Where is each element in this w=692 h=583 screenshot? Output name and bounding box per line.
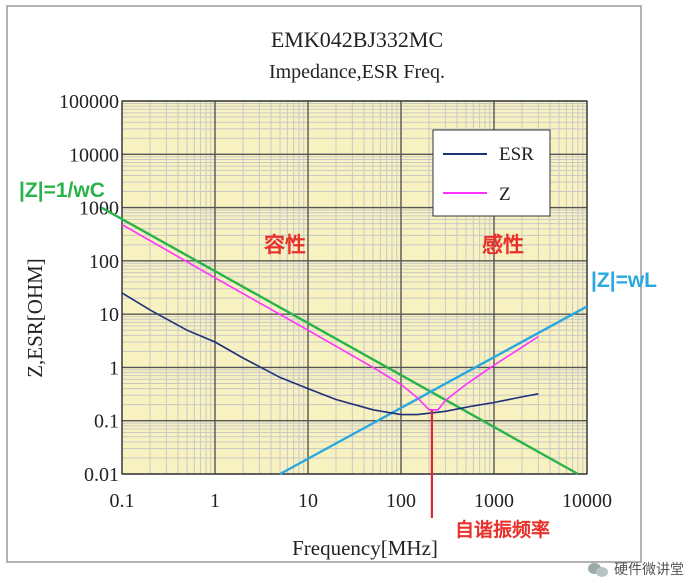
y-tick-label: 100000 xyxy=(59,91,119,113)
watermark: 硬件微讲堂 xyxy=(588,559,684,579)
y-tick-label: 1 xyxy=(109,357,119,379)
chart-title: EMK042BJ332MC xyxy=(271,27,443,52)
legend-z-label: Z xyxy=(499,184,511,205)
capacitive-region-label: 容性 xyxy=(264,233,306,257)
plot-border xyxy=(121,100,588,475)
x-tick-label: 1000 xyxy=(474,490,514,512)
wechat-icon xyxy=(588,561,610,577)
y-tick-labels: 0.01 0.1 1 10 100 1000 10000 100000 xyxy=(59,91,119,486)
x-tick-label: 100 xyxy=(386,490,416,512)
x-tick-label: 0.1 xyxy=(110,490,135,512)
y-tick-label: 10000 xyxy=(69,144,119,166)
y-axis-label: Z,ESR[OHM] xyxy=(23,258,47,378)
inductive-line-label: |Z|=wL xyxy=(591,269,657,292)
x-tick-label: 10000 xyxy=(562,490,612,512)
capacitive-line-label: |Z|=1/wC xyxy=(19,179,105,202)
y-tick-label: 0.1 xyxy=(94,411,119,433)
inductive-line xyxy=(279,305,588,476)
chart-subtitle: Impedance,ESR Freq. xyxy=(269,61,445,83)
watermark-text: 硬件微讲堂 xyxy=(614,562,684,578)
y-tick-label: 1000 xyxy=(79,198,119,220)
resonance-label: 自谐振频率 xyxy=(455,518,550,541)
z-series-line xyxy=(121,223,539,411)
y-tick-label: 0.01 xyxy=(84,464,119,486)
minor-grid xyxy=(122,101,587,474)
esr-series-line xyxy=(121,292,539,416)
x-tick-label: 10 xyxy=(298,490,318,512)
capacitive-line xyxy=(100,206,579,476)
legend: ESR Z xyxy=(432,129,551,217)
x-axis-label: Frequency[MHz] xyxy=(292,536,438,560)
y-tick-label: 10 xyxy=(99,304,119,326)
y-tick-label: 100 xyxy=(89,251,119,273)
legend-esr-label: ESR xyxy=(499,144,534,165)
x-tick-labels: 0.1 1 10 100 1000 10000 xyxy=(110,490,613,512)
inductive-region-label: 感性 xyxy=(482,233,524,257)
x-tick-label: 1 xyxy=(210,490,220,512)
